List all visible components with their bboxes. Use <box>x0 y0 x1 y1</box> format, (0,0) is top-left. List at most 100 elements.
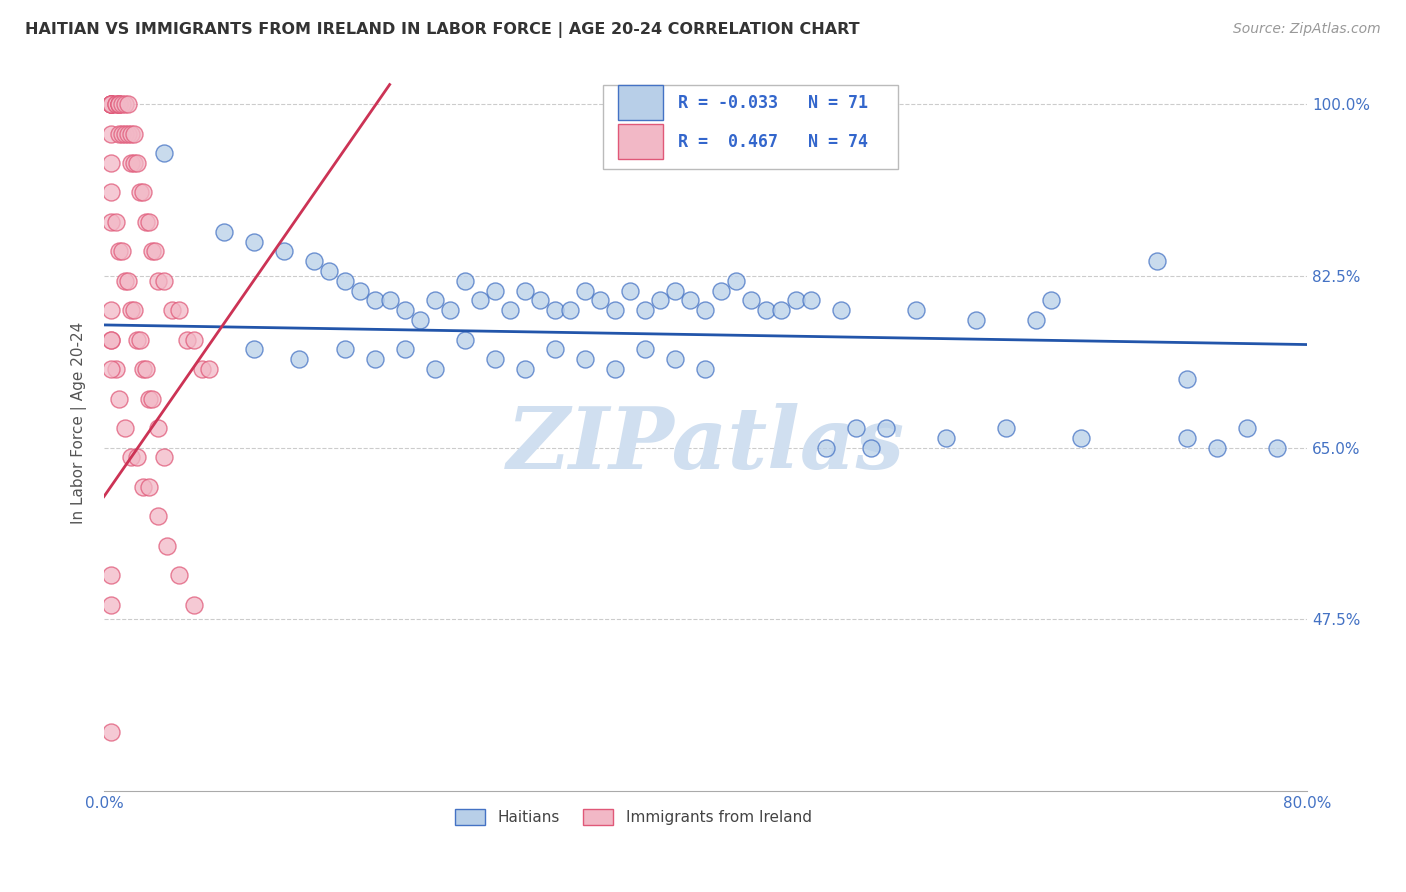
Point <box>153 146 176 161</box>
Y-axis label: In Labor Force | Age 20-24: In Labor Force | Age 20-24 <box>72 322 87 524</box>
Point <box>100 333 122 347</box>
Point <box>183 333 205 347</box>
Point <box>800 293 823 308</box>
Point <box>709 284 731 298</box>
Point <box>1265 441 1288 455</box>
Point <box>1146 254 1168 268</box>
Point <box>363 293 385 308</box>
Point <box>664 352 686 367</box>
Point <box>125 156 148 170</box>
Point <box>183 598 205 612</box>
Point <box>125 333 148 347</box>
FancyBboxPatch shape <box>603 85 898 169</box>
Point <box>333 274 356 288</box>
Point <box>349 284 371 298</box>
Point <box>111 244 134 259</box>
Point <box>190 362 212 376</box>
Point <box>117 127 139 141</box>
Point <box>212 225 235 239</box>
Point <box>135 362 157 376</box>
Point <box>100 97 122 112</box>
Point <box>1040 293 1063 308</box>
Point <box>108 97 131 112</box>
Point <box>875 421 897 435</box>
Point <box>769 303 792 318</box>
Point <box>141 392 163 406</box>
Point <box>135 215 157 229</box>
Point <box>363 352 385 367</box>
Point <box>100 215 122 229</box>
Point <box>558 303 581 318</box>
Point <box>529 293 551 308</box>
FancyBboxPatch shape <box>617 124 664 160</box>
Point <box>378 293 401 308</box>
Point <box>129 186 152 200</box>
Point <box>132 480 155 494</box>
Point <box>156 539 179 553</box>
Point <box>167 568 190 582</box>
Point <box>484 352 506 367</box>
Point <box>273 244 295 259</box>
Point <box>108 127 131 141</box>
Point <box>117 274 139 288</box>
Point <box>333 343 356 357</box>
Point <box>589 293 612 308</box>
Point <box>100 127 122 141</box>
Point <box>394 343 416 357</box>
Point <box>243 235 266 249</box>
Point <box>454 274 477 288</box>
Point <box>454 333 477 347</box>
Point <box>814 441 837 455</box>
Point <box>100 598 122 612</box>
Point <box>243 343 266 357</box>
Point <box>1205 441 1227 455</box>
Point <box>114 127 136 141</box>
Point <box>132 362 155 376</box>
Point <box>153 274 176 288</box>
Point <box>695 362 717 376</box>
Point <box>120 156 142 170</box>
Point <box>845 421 868 435</box>
Point <box>129 333 152 347</box>
Point <box>100 303 122 318</box>
Point <box>146 274 169 288</box>
Point <box>146 509 169 524</box>
Point <box>1175 372 1198 386</box>
Point <box>138 392 160 406</box>
Point <box>100 97 122 112</box>
Point <box>176 333 198 347</box>
Text: ZIPatlas: ZIPatlas <box>506 403 904 487</box>
Point <box>439 303 461 318</box>
Point <box>574 352 596 367</box>
Point <box>905 303 928 318</box>
Point <box>785 293 807 308</box>
Point <box>114 97 136 112</box>
Point <box>132 186 155 200</box>
Point <box>108 392 131 406</box>
Point <box>513 284 536 298</box>
Point <box>114 421 136 435</box>
Point <box>100 725 122 739</box>
Point <box>1025 313 1047 327</box>
Point <box>125 450 148 465</box>
Legend: Haitians, Immigrants from Ireland: Haitians, Immigrants from Ireland <box>449 803 818 831</box>
Point <box>153 450 176 465</box>
Point <box>740 293 762 308</box>
Point <box>394 303 416 318</box>
Point <box>1070 431 1092 445</box>
Point <box>100 156 122 170</box>
Point <box>634 343 657 357</box>
Point <box>605 303 627 318</box>
Point <box>160 303 183 318</box>
Point <box>484 284 506 298</box>
Point <box>544 303 567 318</box>
Point <box>724 274 747 288</box>
Point <box>100 186 122 200</box>
Point <box>100 362 122 376</box>
Point <box>574 284 596 298</box>
Point <box>499 303 522 318</box>
Point <box>100 568 122 582</box>
Point <box>513 362 536 376</box>
Point <box>104 362 127 376</box>
Point <box>120 450 142 465</box>
